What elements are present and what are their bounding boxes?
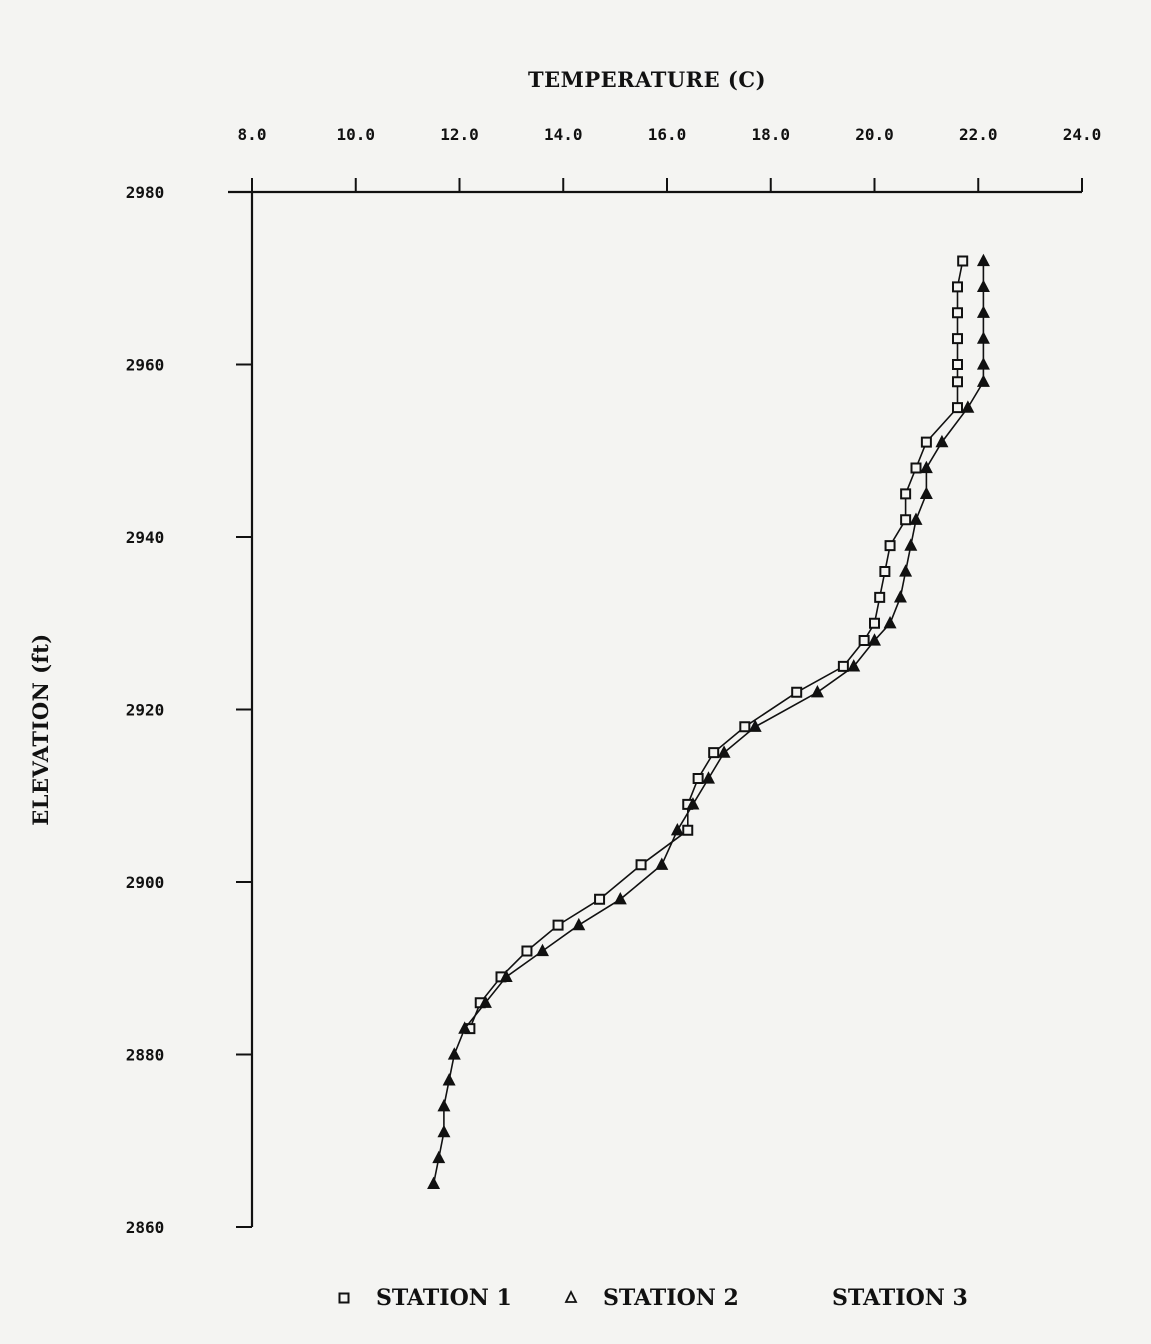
series-1-point: [910, 462, 922, 474]
series-2-point: [810, 684, 824, 698]
y-tick-label: 2860: [126, 1218, 165, 1237]
series-1-point: [952, 376, 963, 388]
series-layer: [427, 253, 990, 1189]
y-axis-title: ELEVATION (ft): [28, 633, 53, 825]
y-tick-label: 2960: [126, 356, 165, 375]
series-2-point: [686, 797, 700, 810]
legend-label: STATION 1: [376, 1285, 512, 1311]
legend-triangle-marker: [564, 1289, 578, 1303]
series-1-point: [858, 635, 870, 646]
series-1-point: [952, 333, 963, 345]
y-tick-label: 2940: [126, 528, 165, 547]
series-1-point: [920, 436, 932, 448]
series-2-point: [447, 1047, 461, 1060]
series-1-point: [884, 540, 896, 552]
series-2-point: [717, 745, 731, 758]
y-tick-label: 2920: [126, 701, 165, 720]
series-1-point: [879, 566, 891, 577]
series-1-point: [952, 402, 963, 414]
series-1-point: [552, 919, 564, 931]
series-2-point: [499, 969, 513, 982]
series-1-point: [594, 893, 606, 905]
legend: STATION 1 STATION 2 STATION 3: [338, 1285, 968, 1311]
series-1-point: [739, 721, 751, 733]
series-1-point: [900, 514, 912, 526]
series-1-point: [692, 773, 704, 784]
series-2-point: [899, 564, 913, 577]
series-2-point: [976, 279, 990, 292]
series-1-line: [469, 260, 964, 1029]
series-2-point: [655, 857, 669, 870]
series-2-point: [909, 512, 923, 525]
x-tick-label: 12.0: [440, 125, 479, 144]
series-2-point: [883, 615, 897, 629]
series-1-point: [874, 591, 886, 603]
x-tick-label: 22.0: [959, 125, 998, 144]
series-1-point: [791, 686, 803, 698]
series-2-point: [847, 659, 861, 672]
x-tick-label: 18.0: [751, 125, 790, 144]
legend-square-marker: [338, 1292, 350, 1304]
series-1-point: [952, 359, 963, 370]
series-2-point: [478, 995, 492, 1008]
series-2-point: [935, 434, 949, 448]
series-2-point: [976, 374, 990, 387]
series-2-point: [748, 719, 762, 732]
y-tick-label: 2900: [126, 873, 165, 892]
series-2-point: [702, 771, 715, 784]
series-1-point: [869, 617, 880, 629]
series-2-point: [536, 943, 549, 957]
series-2-point: [868, 633, 881, 646]
y-tick-label: 2980: [126, 183, 165, 202]
series-2-point: [458, 1021, 472, 1034]
series-2-point: [919, 486, 933, 499]
x-tick-label: 10.0: [336, 125, 375, 144]
series-2-point: [432, 1150, 446, 1164]
x-tick-label: 14.0: [544, 125, 583, 144]
series-1-point: [682, 824, 694, 836]
series-2-point: [670, 822, 684, 836]
series-1-point: [837, 660, 849, 672]
series-2-point: [572, 917, 586, 931]
x-tick-label: 16.0: [648, 125, 687, 144]
series-2-point: [893, 590, 907, 603]
series-1-point: [952, 307, 963, 319]
series-2-point: [976, 305, 990, 318]
x-axis-title: TEMPERATURE (C): [528, 67, 766, 92]
y-tick-label: 2880: [126, 1046, 165, 1065]
legend-label: STATION 2: [603, 1285, 739, 1311]
series-1-point: [521, 945, 533, 957]
x-tick-label: 24.0: [1063, 125, 1102, 144]
series-2-point: [961, 400, 975, 413]
series-1: [464, 255, 969, 1035]
axes: 8.0 10.0 12.0 14.0 16.0 18.0 20.0 22.0 24.0 2860 2…: [126, 125, 1102, 1237]
series-1-point: [957, 255, 969, 267]
series-2-point: [976, 253, 990, 267]
series-2-point: [442, 1073, 456, 1086]
series-2-point: [976, 331, 990, 344]
x-tick-label: 8.0: [238, 125, 267, 144]
series-2-point: [437, 1098, 451, 1112]
legend-label: STATION 3: [832, 1285, 968, 1311]
series-1-point: [900, 488, 912, 500]
series-1-point: [708, 747, 720, 759]
series-2-point: [427, 1176, 441, 1189]
series-2-point: [919, 460, 933, 474]
x-tick-label: 20.0: [855, 125, 894, 144]
series-2: [427, 253, 990, 1189]
series-2-point: [904, 538, 918, 551]
series-2-point: [613, 891, 627, 905]
series-1-point: [635, 859, 647, 871]
series-2-point: [437, 1124, 451, 1138]
series-2-point: [976, 357, 990, 370]
series-1-point: [952, 281, 963, 293]
series-2-line: [432, 261, 985, 1185]
